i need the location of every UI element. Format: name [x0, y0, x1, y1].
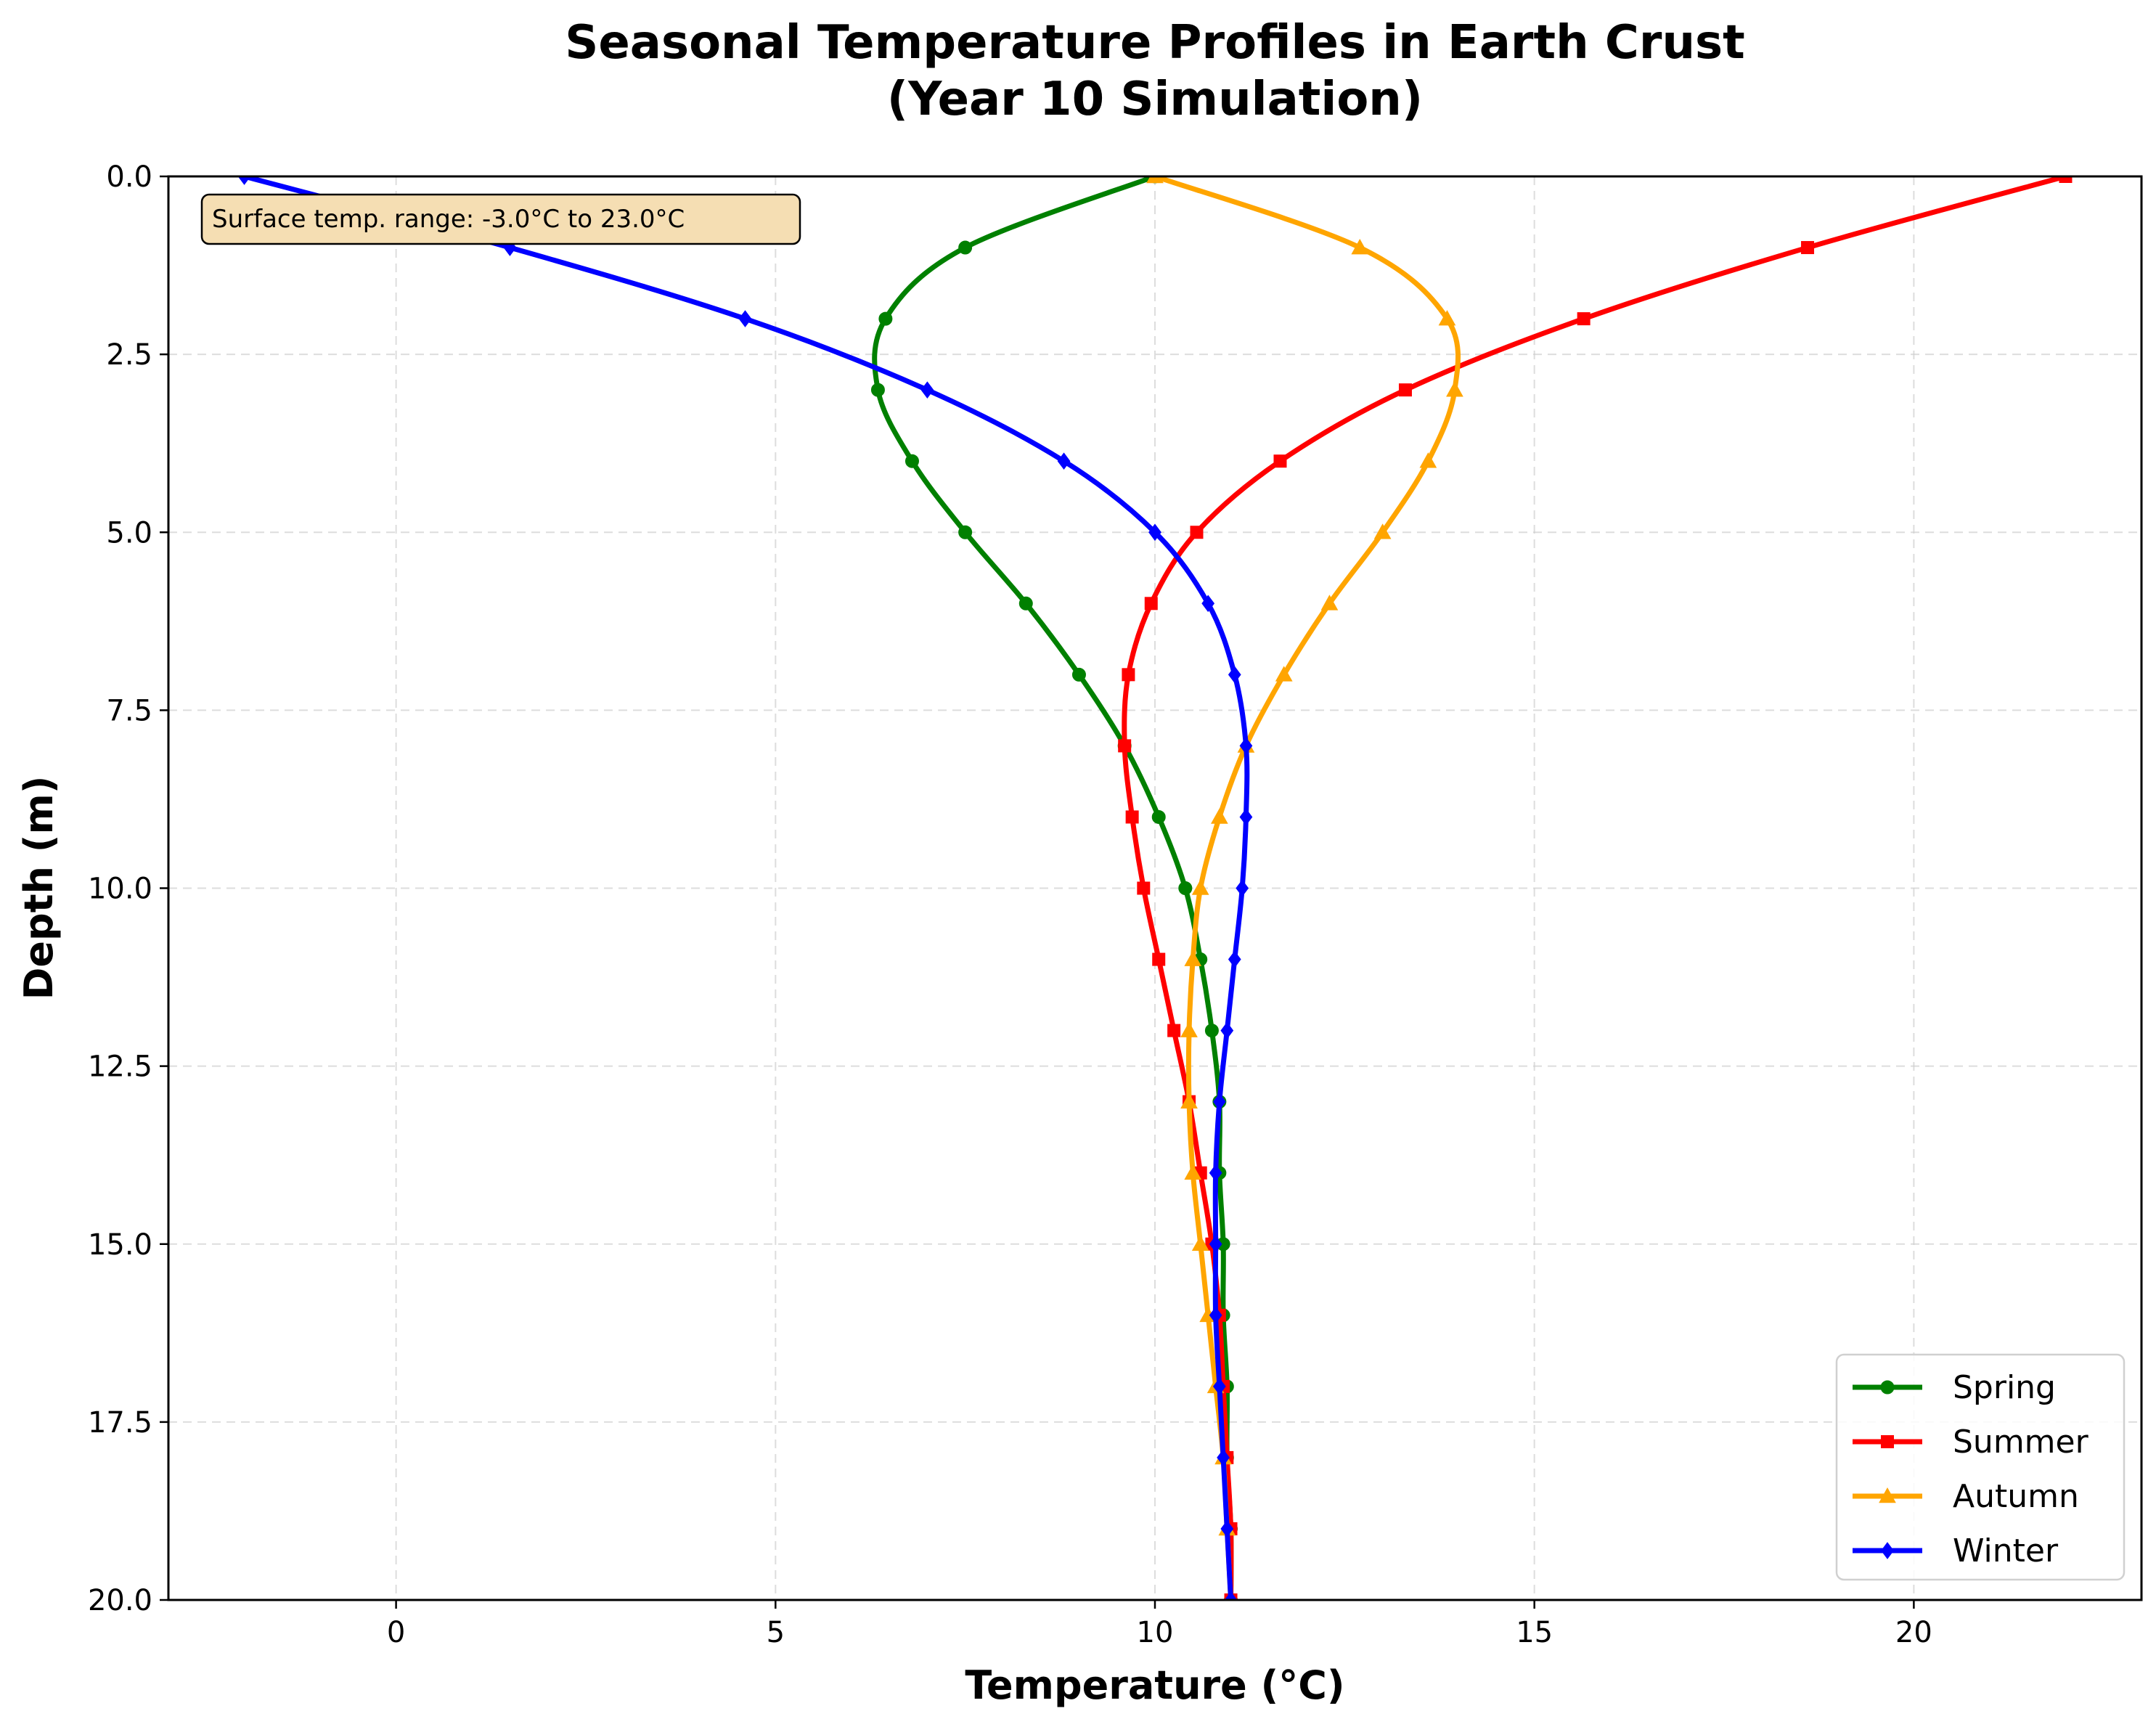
data-point-autumn: [1419, 452, 1437, 468]
legend: Spring Summer Autumn Winter: [1835, 1353, 2126, 1581]
data-point-summer: [1125, 810, 1139, 824]
chart-title-line: Seasonal Temperature Profiles in Earth C…: [565, 16, 1744, 70]
data-point-spring: [905, 454, 919, 468]
series-layer: [237, 176, 2073, 1600]
data-point-winter: [1201, 595, 1215, 613]
data-point-autumn: [1211, 808, 1228, 824]
data-point-autumn: [1180, 1021, 1198, 1037]
legend-label-spring: Spring: [1953, 1369, 2056, 1406]
data-point-winter: [738, 310, 752, 327]
data-point-autumn: [1191, 879, 1209, 895]
data-point-winter: [1239, 737, 1253, 755]
y-tick-label: 5.0: [106, 516, 152, 550]
data-point-autumn: [1275, 666, 1293, 682]
legend-marker-spring: [1880, 1380, 1895, 1395]
data-point-winter: [1209, 1306, 1222, 1324]
data-point-winter: [1220, 1520, 1234, 1538]
y-tick-label: 10.0: [88, 873, 152, 906]
data-point-winter: [1239, 808, 1253, 826]
legend-frame: [1835, 1353, 2126, 1581]
data-point-winter: [1228, 666, 1241, 684]
y-tick-label: 17.5: [88, 1406, 152, 1440]
legend-marker-summer: [1881, 1435, 1894, 1448]
data-point-spring: [1018, 596, 1033, 611]
data-point-winter: [1209, 1235, 1222, 1253]
data-point-winter: [237, 176, 251, 185]
data-point-autumn: [1320, 595, 1339, 611]
data-point-summer: [1801, 241, 1815, 255]
data-point-summer: [1118, 739, 1132, 753]
y-tick-label: 2.5: [106, 338, 152, 372]
y-axis-label: Depth (m): [16, 776, 62, 1000]
annotation-box: Surface temp. range: -3.0°C to 23.0°C: [200, 193, 801, 245]
data-point-winter: [920, 381, 934, 399]
data-point-winter: [1228, 950, 1241, 968]
data-point-winter: [1217, 1449, 1230, 1466]
data-point-spring: [1071, 667, 1086, 682]
x-tick-label: 20: [1895, 1616, 1932, 1649]
data-point-summer: [1122, 668, 1135, 682]
series-line-autumn: [1152, 176, 1461, 1600]
data-point-autumn: [1184, 950, 1202, 966]
data-point-autumn: [1351, 239, 1369, 255]
data-point-summer: [1152, 952, 1166, 966]
y-tick-label: 15.0: [88, 1228, 152, 1262]
data-point-summer: [1137, 881, 1151, 895]
data-point-winter: [1212, 1378, 1226, 1395]
data-point-spring: [1151, 809, 1166, 824]
data-point-winter: [1148, 523, 1161, 542]
data-point-autumn: [1446, 381, 1463, 397]
data-point-winter: [1220, 1021, 1234, 1040]
data-point-autumn: [1373, 523, 1392, 539]
data-point-spring: [878, 311, 893, 326]
data-point-autumn: [1146, 176, 1164, 184]
data-point-autumn: [1184, 1164, 1202, 1180]
data-point-spring: [958, 240, 973, 255]
data-point-summer: [1577, 312, 1591, 326]
y-tick-label: 0.0: [106, 160, 152, 194]
chart-title: Seasonal Temperature Profiles in Earth C…: [565, 16, 1744, 126]
tick-layer: 0 5 10 15 20 0.0 2.5 5.0 7.5 10.0 12.5 15.0 17.5 20.0: [88, 160, 1932, 1649]
y-tick-label: 20.0: [88, 1584, 152, 1617]
data-point-autumn: [1191, 1235, 1209, 1252]
series-winter: [237, 176, 1253, 1600]
data-point-winter: [1212, 1093, 1226, 1111]
data-point-summer: [1273, 454, 1287, 468]
data-point-spring: [870, 383, 885, 397]
data-point-summer: [1144, 597, 1158, 611]
data-point-autumn: [1438, 310, 1456, 326]
data-point-spring: [1204, 1024, 1219, 1038]
data-point-spring: [958, 525, 973, 539]
data-point-summer: [2059, 176, 2073, 183]
y-tick-label: 12.5: [88, 1050, 152, 1084]
data-point-summer: [1167, 1024, 1181, 1037]
x-tick-label: 0: [387, 1616, 405, 1649]
legend-label-autumn: Autumn: [1953, 1478, 2079, 1515]
annotation-text: Surface temp. range: -3.0°C to 23.0°C: [212, 205, 685, 234]
data-point-summer: [1190, 526, 1204, 539]
data-point-winter: [1057, 452, 1071, 470]
data-point-winter: [1209, 1164, 1222, 1182]
data-point-spring: [1178, 881, 1193, 895]
data-point-winter: [1224, 1591, 1238, 1600]
series-line-spring: [872, 176, 1234, 1600]
legend-marker-winter: [1881, 1542, 1894, 1559]
legend-label-summer: Summer: [1953, 1424, 2089, 1461]
x-tick-label: 5: [767, 1616, 785, 1649]
x-tick-label: 15: [1516, 1616, 1553, 1649]
annotation-background: [200, 193, 801, 245]
data-point-summer: [1398, 383, 1412, 397]
data-point-autumn: [1180, 1093, 1198, 1109]
x-axis-label: Temperature (°C): [965, 1662, 1344, 1708]
chart-title-line: (Year 10 Simulation): [887, 73, 1423, 126]
y-tick-label: 7.5: [106, 694, 152, 727]
legend-label-winter: Winter: [1953, 1532, 2059, 1569]
x-tick-label: 10: [1137, 1616, 1174, 1649]
data-point-winter: [1236, 879, 1249, 897]
legend-marker-autumn: [1879, 1487, 1896, 1503]
